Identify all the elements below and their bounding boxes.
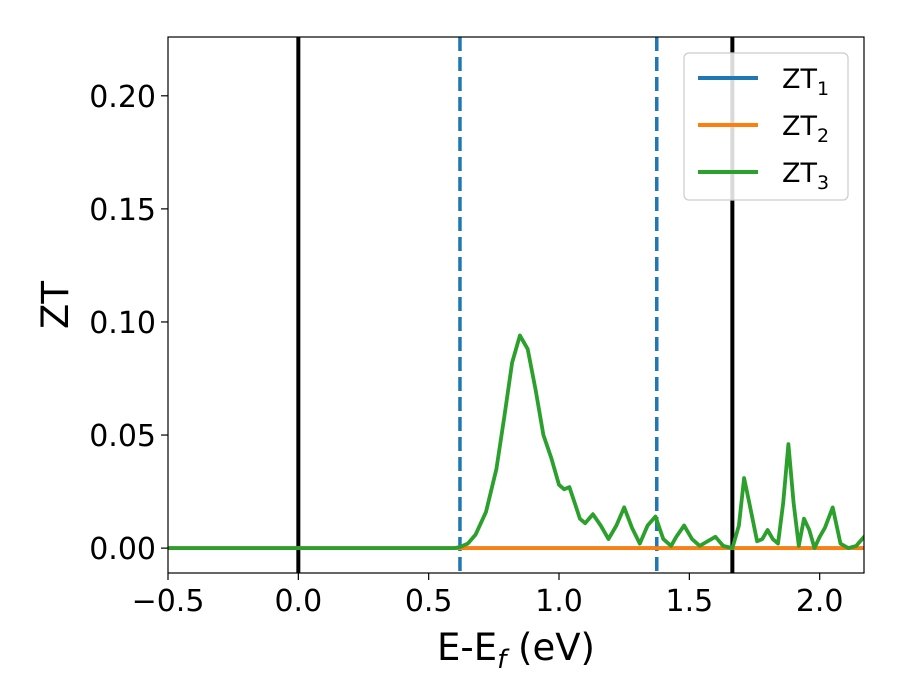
y-tick-label: 0.10 (89, 306, 156, 341)
legend-label: ZT3 (782, 158, 829, 194)
y-tick-label: 0.00 (89, 532, 156, 567)
legend-label: ZT2 (782, 111, 829, 147)
series-line-zt3 (168, 333, 864, 550)
x-axis-label-main: E-E (437, 626, 497, 669)
x-tick-label: 1.0 (535, 584, 583, 619)
series-lines (168, 333, 864, 550)
y-tick-label: 0.15 (89, 193, 156, 228)
y-tick-label: 0.05 (89, 419, 156, 454)
y-axis-label: ZT (34, 281, 77, 329)
y-axis-ticks: 0.00 0.05 0.10 0.15 0.20 (89, 80, 168, 567)
x-axis-label: E-Ef (eV) (437, 626, 595, 675)
legend-label: ZT1 (782, 64, 829, 100)
x-tick-label: 2.0 (796, 584, 844, 619)
x-tick-label: 1.5 (665, 584, 713, 619)
x-tick-label: −0.5 (132, 584, 205, 619)
x-axis-ticks: −0.5 0.0 0.5 1.0 1.5 2.0 (132, 573, 844, 619)
legend-box (683, 52, 849, 201)
legend: ZT1 ZT2 ZT3 (683, 52, 849, 201)
reference-lines (296, 37, 735, 573)
x-axis-label-suffix: (eV) (506, 626, 595, 669)
y-tick-label: 0.20 (89, 80, 156, 115)
plot-frame (167, 36, 865, 574)
x-tick-label: 0.0 (274, 584, 322, 619)
x-tick-label: 0.5 (405, 584, 453, 619)
